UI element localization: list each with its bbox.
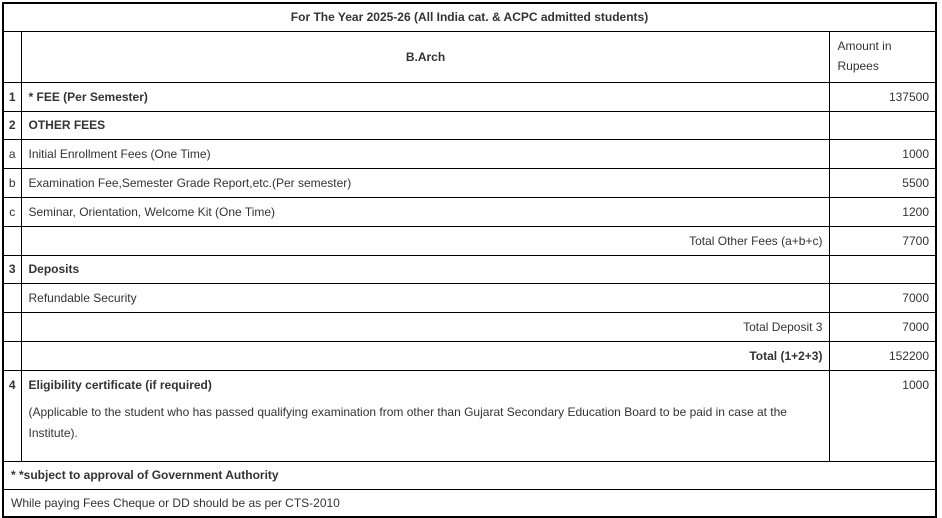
grand-total-amount: 152200 xyxy=(829,340,937,371)
row-label: Deposits xyxy=(20,254,831,284)
row-number xyxy=(2,282,22,313)
row-amount: 1000 xyxy=(829,138,937,169)
grand-total-label: Total (1+2+3) xyxy=(20,340,831,371)
table-row: * *subject to approval of Government Aut… xyxy=(2,460,937,490)
row-label: Seminar, Orientation, Welcome Kit (One T… xyxy=(20,196,831,227)
row-number: 3 xyxy=(2,254,22,284)
eligibility-note: (Applicable to the student who has passe… xyxy=(28,404,787,440)
row-number xyxy=(2,225,22,256)
row-label: * FEE (Per Semester) xyxy=(20,81,831,112)
eligibility-label: Eligibility certificate (if required) xyxy=(28,377,212,392)
table-row: While paying Fees Cheque or DD should be… xyxy=(2,488,937,518)
table-row: 3 Deposits xyxy=(2,254,937,284)
row-number: 2 xyxy=(2,110,22,140)
total-other-fees-amount: 7700 xyxy=(829,225,937,256)
table-row: For The Year 2025-26 (All India cat. & A… xyxy=(2,2,937,32)
row-amount xyxy=(829,110,937,140)
cheque-note: While paying Fees Cheque or DD should be… xyxy=(2,488,937,518)
row-number xyxy=(2,340,22,371)
row-number: a xyxy=(2,138,22,169)
row-number: 1 xyxy=(2,81,22,112)
table-row: a Initial Enrollment Fees (One Time) 100… xyxy=(2,138,937,169)
amount-header: Amount in Rupees xyxy=(829,30,937,83)
row-amount: 5500 xyxy=(829,167,937,198)
row-amount xyxy=(829,254,937,284)
row-number: 4 xyxy=(2,369,22,462)
table-row: b Examination Fee,Semester Grade Report,… xyxy=(2,167,937,198)
approval-note: * *subject to approval of Government Aut… xyxy=(2,460,937,490)
row-number: c xyxy=(2,196,22,227)
table-row: Total (1+2+3) 152200 xyxy=(2,340,937,371)
num-header-cell xyxy=(2,30,22,83)
row-label: Examination Fee,Semester Grade Report,et… xyxy=(20,167,831,198)
total-deposit-label: Total Deposit 3 xyxy=(20,311,831,342)
row-label: Initial Enrollment Fees (One Time) xyxy=(20,138,831,169)
total-other-fees-label: Total Other Fees (a+b+c) xyxy=(20,225,831,256)
row-amount: 1200 xyxy=(829,196,937,227)
table-row: Total Other Fees (a+b+c) 7700 xyxy=(2,225,937,256)
total-deposit-amount: 7000 xyxy=(829,311,937,342)
table-row: B.Arch Amount in Rupees xyxy=(2,30,937,83)
table-row: 1 * FEE (Per Semester) 137500 xyxy=(2,81,937,112)
eligibility-cell: Eligibility certificate (if required) (A… xyxy=(20,369,831,462)
table-title: For The Year 2025-26 (All India cat. & A… xyxy=(2,2,937,32)
table-row: 4 Eligibility certificate (if required) … xyxy=(2,369,937,462)
amount-header-label: Amount in Rupees xyxy=(837,38,892,73)
table-row: Refundable Security 7000 xyxy=(2,282,937,313)
eligibility-amount: 1000 xyxy=(829,369,937,462)
table-row: Total Deposit 3 7000 xyxy=(2,311,937,342)
program-header: B.Arch xyxy=(20,30,831,83)
row-number xyxy=(2,311,22,342)
row-amount: 7000 xyxy=(829,282,937,313)
row-amount: 137500 xyxy=(829,81,937,112)
row-number: b xyxy=(2,167,22,198)
table-row: 2 OTHER FEES xyxy=(2,110,937,140)
table-row: c Seminar, Orientation, Welcome Kit (One… xyxy=(2,196,937,227)
row-label: OTHER FEES xyxy=(20,110,831,140)
row-label: Refundable Security xyxy=(20,282,831,313)
